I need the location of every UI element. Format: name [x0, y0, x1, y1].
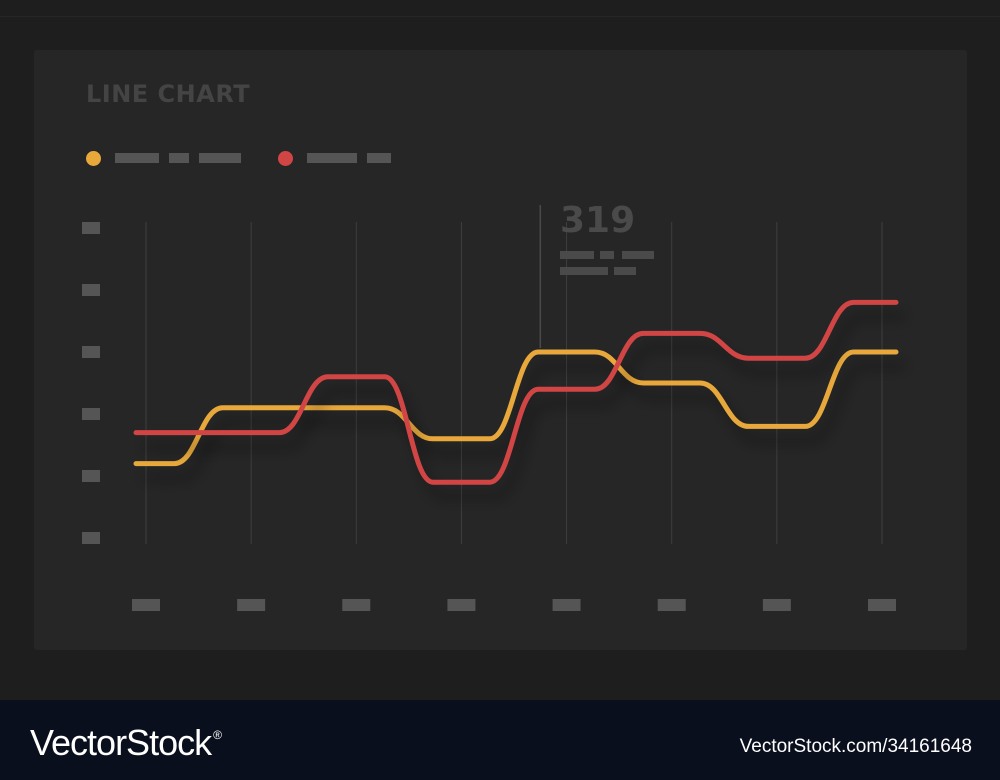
legend-item-series-a [86, 149, 251, 167]
x-tick-placeholder [447, 599, 476, 611]
top-divider [0, 16, 1000, 17]
y-tick-placeholder [82, 532, 100, 544]
annotation-value: 319 [560, 200, 636, 241]
annotation-placeholder-bar [614, 267, 636, 275]
x-tick-placeholder [237, 599, 266, 611]
legend-dot-series-a [86, 150, 101, 166]
chart-card [34, 50, 967, 650]
line-chart [82, 205, 899, 611]
x-tick-placeholder [342, 599, 371, 611]
legend-placeholder-bar [367, 153, 391, 163]
data-point [670, 331, 674, 335]
series-line-b [133, 299, 899, 485]
y-tick-placeholder [82, 408, 100, 420]
series-line-a [133, 349, 899, 467]
legend-placeholder-bar [307, 153, 357, 163]
y-tick-placeholder [82, 346, 100, 358]
data-point [354, 375, 358, 379]
data-point [459, 437, 463, 441]
legend-placeholder-bar [199, 153, 241, 163]
legend-dot-series-b [278, 150, 293, 166]
data-point [775, 356, 779, 360]
data-point [249, 406, 253, 410]
y-tick-placeholder [82, 284, 100, 296]
y-tick-placeholder [82, 470, 100, 482]
x-tick-placeholder [132, 599, 160, 611]
legend-item-series-b [278, 149, 401, 167]
data-point [775, 424, 779, 428]
annotation-placeholder-bar [560, 251, 594, 259]
annotation-placeholder-bar [560, 267, 608, 275]
data-point [249, 431, 253, 435]
annotation-placeholder-bar [622, 251, 654, 259]
x-tick-placeholder [762, 599, 791, 611]
legend-placeholder-bar [115, 153, 159, 163]
data-point [880, 350, 884, 354]
data-point [144, 462, 148, 466]
data-point [565, 350, 569, 354]
x-tick-placeholder [657, 599, 686, 611]
x-tick-placeholder [552, 599, 581, 611]
data-point [354, 406, 358, 410]
chart-title: LINE CHART [86, 80, 251, 108]
data-point [565, 387, 569, 391]
watermark-footer: VectorStock ® VectorStock.com/34161648 [0, 700, 1000, 780]
legend-placeholder-bar [169, 153, 189, 163]
watermark-logo: VectorStock ® [30, 722, 222, 763]
data-point [670, 381, 674, 385]
annotation-placeholder-bar [600, 251, 614, 259]
y-tick-placeholder [82, 222, 100, 234]
x-tick-placeholder [868, 599, 896, 611]
data-point [144, 431, 148, 435]
watermark-id: VectorStock.com/34161648 [739, 736, 972, 757]
data-point [459, 480, 463, 484]
data-point [880, 300, 884, 304]
